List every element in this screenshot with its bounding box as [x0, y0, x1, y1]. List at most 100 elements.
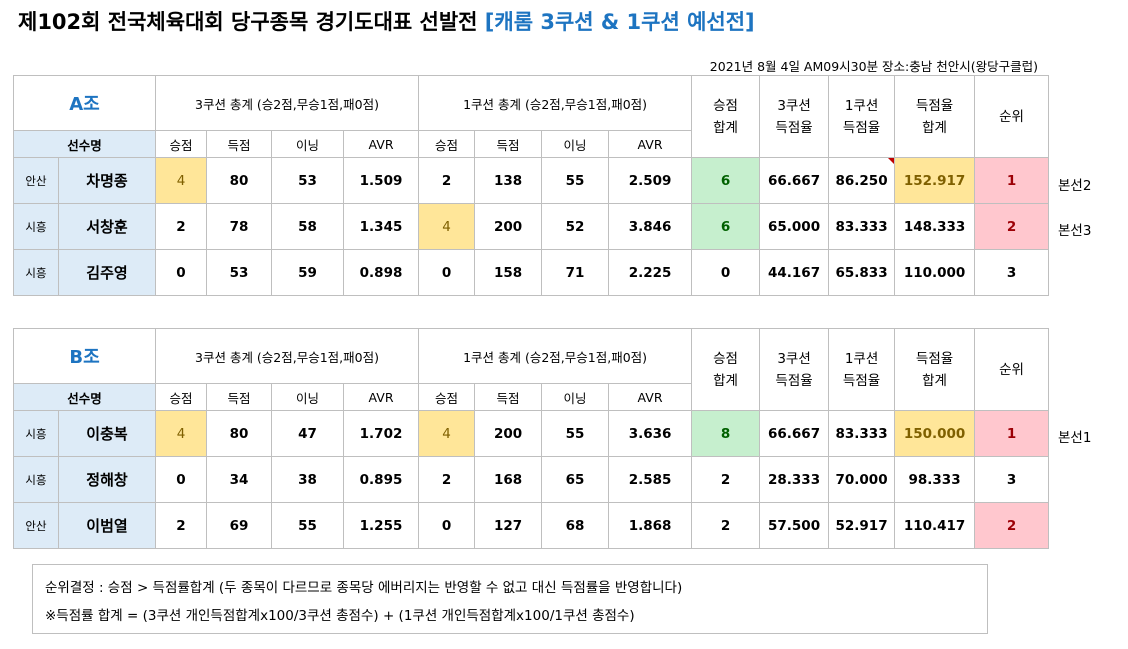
- table-row: 안산 차명종 4 80 53 1.509 2 138 55 2.509 6 66…: [13, 157, 1050, 204]
- c1-points: 2: [418, 456, 476, 503]
- sub-header: AVR: [608, 130, 693, 158]
- c3-innings: 38: [271, 456, 344, 503]
- c1-score: 127: [474, 502, 543, 549]
- comment-marker-icon: [888, 158, 894, 164]
- rate-sum: 110.000: [894, 249, 976, 296]
- c1-innings: 68: [541, 502, 610, 549]
- rank-header: 순위: [974, 75, 1050, 158]
- c3-innings: 47: [271, 410, 344, 457]
- c1-avr: 2.585: [608, 456, 693, 503]
- c3-score: 80: [206, 157, 272, 204]
- date-venue-line: 2021년 8월 4일 AM09시30분 장소:충남 천안시(왕당구클럽): [709, 59, 1038, 74]
- c1-score: 200: [474, 203, 543, 250]
- sub-header: 승점: [418, 383, 476, 411]
- c1-points: 2: [418, 157, 476, 204]
- region-cell: 시흥: [13, 456, 59, 503]
- c3-innings: 59: [271, 249, 344, 296]
- sub-header: AVR: [342, 383, 420, 411]
- sub-header: 득점: [474, 130, 543, 158]
- group-label: B조: [13, 328, 156, 384]
- player-name: 서창훈: [58, 203, 156, 250]
- sub-header: 승점: [418, 130, 476, 158]
- footnote-box: 순위결정 : 승점 > 득점률합계 (두 종목이 다르므로 종목당 에버리지는 …: [32, 564, 988, 634]
- c3-score: 34: [206, 456, 272, 503]
- c1-innings: 52: [541, 203, 610, 250]
- rate-sum-header: 득점율 합계: [894, 328, 976, 411]
- sub-header: AVR: [342, 130, 420, 158]
- group-label: A조: [13, 75, 156, 131]
- sub-header: 이닝: [541, 383, 610, 411]
- sub-header: 득점: [206, 383, 272, 411]
- rate1: 83.333: [828, 203, 896, 250]
- win-total: 6: [691, 157, 761, 204]
- c1-avr: 3.846: [608, 203, 693, 250]
- rate3: 28.333: [759, 456, 830, 503]
- sub-header: 승점: [155, 130, 207, 158]
- c1-score: 158: [474, 249, 543, 296]
- c1-points: 4: [418, 410, 476, 457]
- rate1: 86.250: [828, 157, 896, 204]
- c3-points: 0: [155, 249, 207, 296]
- region-cell: 시흥: [13, 410, 59, 457]
- rank-header: 순위: [974, 328, 1050, 411]
- c1-avr: 1.868: [608, 502, 693, 549]
- rate3: 44.167: [759, 249, 830, 296]
- three-cushion-header: 3쿠션 총계 (승2점,무승1점,패0점): [154, 75, 420, 131]
- c1-score: 168: [474, 456, 543, 503]
- c3-avr: 0.895: [342, 456, 420, 503]
- rate-sum: 152.917: [894, 157, 976, 204]
- c1-points: 0: [418, 502, 476, 549]
- sub-header: 이닝: [271, 130, 344, 158]
- c1-innings: 71: [541, 249, 610, 296]
- sub-header: 이닝: [541, 130, 610, 158]
- region-cell: 안산: [13, 502, 59, 549]
- player-name: 이범열: [58, 502, 156, 549]
- title-accent: [캐롬 3쿠션 & 1쿠션 예선전]: [484, 10, 755, 34]
- c3-points: 2: [155, 203, 207, 250]
- page-title: 제102회 전국체육대회 당구종목 경기도대표 선발전 [캐롬 3쿠션 & 1쿠…: [18, 6, 755, 36]
- win-total: 8: [691, 410, 761, 457]
- win-total: 2: [691, 456, 761, 503]
- c3-innings: 58: [271, 203, 344, 250]
- c3-score: 78: [206, 203, 272, 250]
- advance-note: 본선1: [1058, 430, 1092, 446]
- player-name: 김주영: [58, 249, 156, 296]
- rate-sum: 98.333: [894, 456, 976, 503]
- c3-points: 0: [155, 456, 207, 503]
- c3-innings: 53: [271, 157, 344, 204]
- win-total-header: 승점 합계: [691, 328, 761, 411]
- c3-avr: 1.255: [342, 502, 420, 549]
- rank: 3: [974, 249, 1050, 296]
- player-name: 정해창: [58, 456, 156, 503]
- rate3: 57.500: [759, 502, 830, 549]
- c3-avr: 1.345: [342, 203, 420, 250]
- rate-sum: 110.417: [894, 502, 976, 549]
- three-cushion-header: 3쿠션 총계 (승2점,무승1점,패0점): [154, 328, 420, 384]
- rank: 3: [974, 456, 1050, 503]
- rank: 1: [974, 157, 1050, 204]
- sub-header: 이닝: [271, 383, 344, 411]
- region-cell: 시흥: [13, 249, 59, 296]
- c3-points: 4: [155, 157, 207, 204]
- c1-avr: 2.225: [608, 249, 693, 296]
- sub-header: 득점: [206, 130, 272, 158]
- rate-sum: 150.000: [894, 410, 976, 457]
- c3-avr: 1.509: [342, 157, 420, 204]
- rate1: 52.917: [828, 502, 896, 549]
- sub-header: 득점: [474, 383, 543, 411]
- win-total: 2: [691, 502, 761, 549]
- c1-avr: 3.636: [608, 410, 693, 457]
- win-total: 6: [691, 203, 761, 250]
- c1-points: 4: [418, 203, 476, 250]
- rate3: 66.667: [759, 410, 830, 457]
- rate1-value: 86.250: [835, 172, 888, 189]
- footnote-rate-formula: ※득점률 합계 = (3쿠션 개인득점합계x100/3쿠션 총점수) + (1쿠…: [45, 608, 635, 624]
- c1-innings: 55: [541, 410, 610, 457]
- rate1: 83.333: [828, 410, 896, 457]
- table-row: 시흥 서창훈 2 78 58 1.345 4 200 52 3.846 6 65…: [13, 203, 1050, 250]
- rate1: 65.833: [828, 249, 896, 296]
- rate3-header: 3쿠션 득점율: [759, 328, 830, 411]
- group-a-table: A조 3쿠션 총계 (승2점,무승1점,패0점) 1쿠션 총계 (승2점,무승1…: [13, 75, 1050, 296]
- c3-points: 2: [155, 502, 207, 549]
- sub-header: 승점: [155, 383, 207, 411]
